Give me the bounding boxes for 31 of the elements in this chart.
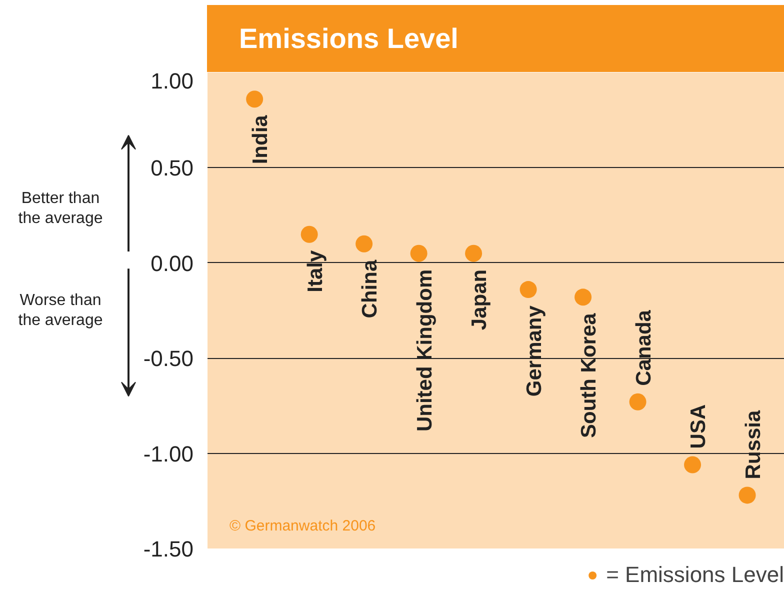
x-tick-label: China bbox=[358, 260, 382, 318]
text: Better than the average bbox=[18, 190, 103, 228]
legend-label: = Emissions Level bbox=[606, 562, 784, 588]
x-tick-label: South Korea bbox=[578, 312, 601, 438]
point bbox=[738, 486, 756, 504]
x-tick-label: United Kingdom bbox=[413, 269, 436, 432]
point bbox=[300, 226, 318, 243]
text: Worse than the average bbox=[18, 292, 103, 330]
point bbox=[246, 90, 264, 108]
x-tick-label: Japan bbox=[468, 269, 492, 330]
point bbox=[356, 235, 373, 252]
y-tick-label: -1.50 bbox=[143, 536, 194, 562]
chart-title: Emissions Level bbox=[239, 22, 458, 56]
x-tick-label: India bbox=[249, 114, 272, 164]
x-tick-label: USA bbox=[687, 404, 710, 449]
y-tick-label: 1.00 bbox=[150, 68, 194, 94]
point bbox=[520, 281, 537, 298]
y-tick-label: 0.00 bbox=[150, 250, 194, 276]
y-tick-label: 0.50 bbox=[150, 156, 194, 181]
y-tick-label: -1.00 bbox=[143, 441, 194, 466]
x-tick-label: Germany bbox=[522, 305, 546, 397]
x-tick-label: Italy bbox=[304, 250, 327, 292]
point bbox=[465, 244, 482, 262]
x-tick-label: Russia bbox=[742, 410, 765, 480]
point bbox=[629, 393, 646, 410]
point bbox=[684, 456, 702, 474]
point bbox=[410, 244, 428, 262]
point bbox=[574, 288, 592, 306]
annotation: © Germanwatch 2006 bbox=[230, 518, 376, 534]
x-tick-label: Canada bbox=[632, 310, 656, 386]
y-tick-label: -0.50 bbox=[143, 346, 194, 372]
